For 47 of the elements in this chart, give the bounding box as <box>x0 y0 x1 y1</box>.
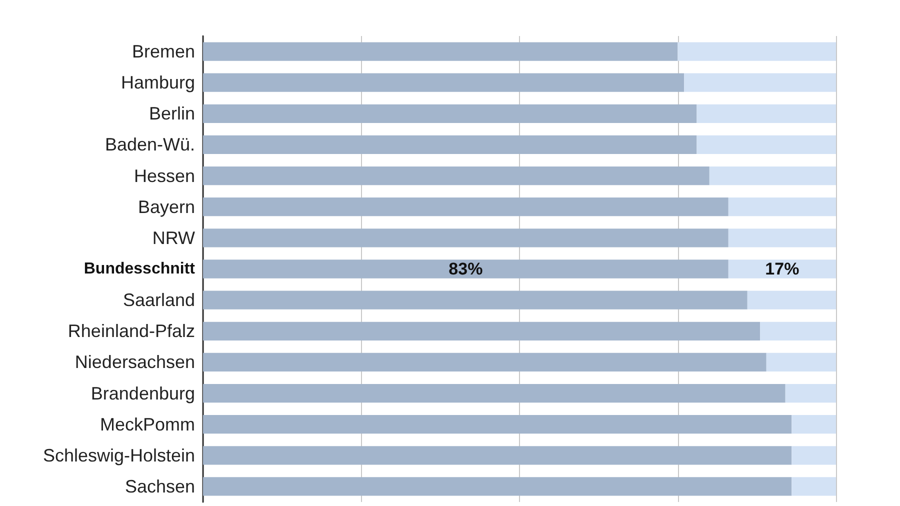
bar <box>766 352 836 372</box>
y-tick-label: MeckPomm <box>100 414 195 434</box>
bar <box>203 477 792 496</box>
bar <box>684 73 836 92</box>
bar <box>203 322 760 340</box>
bar <box>203 352 766 372</box>
bar <box>728 260 836 278</box>
bar <box>792 415 836 434</box>
bar <box>203 415 792 434</box>
bar <box>203 104 697 123</box>
bar <box>696 104 836 123</box>
y-tick-label: Berlin <box>148 104 195 124</box>
bar <box>728 198 836 216</box>
y-tick-label: NRW <box>152 228 195 248</box>
y-tick-label: Rheinland-Pfalz <box>68 321 195 342</box>
bar <box>203 198 728 216</box>
bar <box>203 384 786 403</box>
bar <box>203 228 728 248</box>
bar <box>792 446 836 465</box>
y-tick-label: Niedersachsen <box>74 352 195 372</box>
y-tick-label: Brandenburg <box>90 383 195 404</box>
bar <box>203 166 710 186</box>
bar <box>203 73 684 92</box>
bar <box>785 384 836 403</box>
bar <box>203 260 728 278</box>
bar <box>747 290 836 310</box>
bar <box>709 166 836 186</box>
y-tick-label: Bayern <box>138 196 195 217</box>
bar <box>760 322 836 340</box>
bar <box>203 446 792 465</box>
bar <box>792 477 836 496</box>
y-tick-label: Schleswig-Holstein <box>42 445 195 466</box>
bar <box>203 290 748 310</box>
y-tick-label: Bundesschnitt <box>84 260 196 278</box>
data-label: 17% <box>765 260 800 278</box>
y-tick-label: Hamburg <box>120 72 195 93</box>
bar <box>696 135 836 154</box>
y-tick-label: Hessen <box>134 166 195 186</box>
data-label: 83% <box>448 260 483 278</box>
bar <box>678 42 836 61</box>
y-tick-label: Sachsen <box>124 476 195 496</box>
y-tick-label: Baden-Wü. <box>104 134 195 155</box>
bar <box>203 135 697 154</box>
bar <box>728 228 836 248</box>
y-tick-label: Saarland <box>122 290 195 310</box>
y-tick-label: Bremen <box>132 42 195 62</box>
bar <box>203 42 678 61</box>
